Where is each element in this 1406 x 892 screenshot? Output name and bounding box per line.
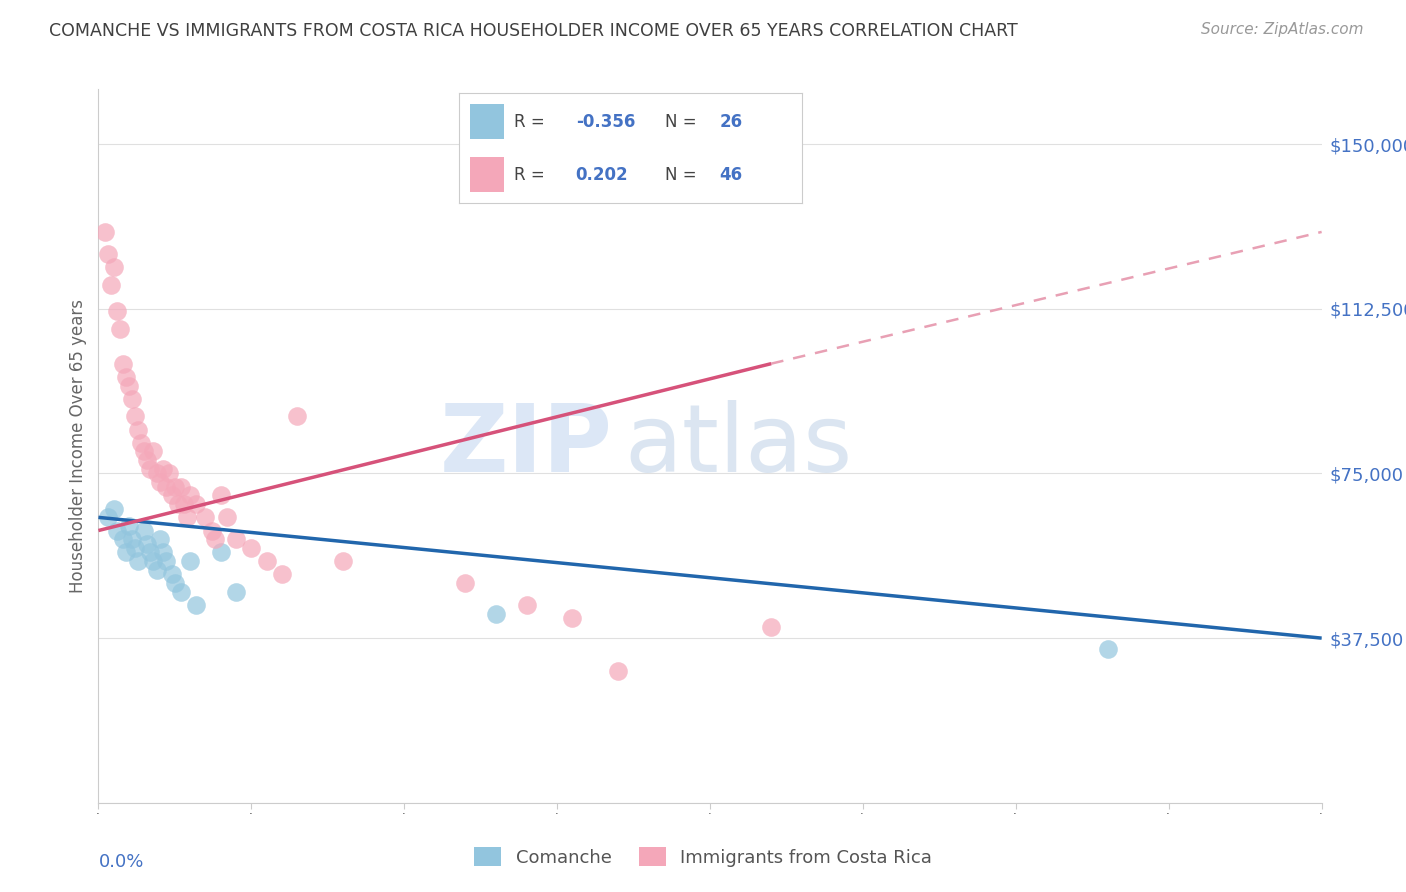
Point: [115, 545, 138, 559]
Point: [186, 598, 208, 612]
Point: [215, 510, 238, 524]
Point: [97, 510, 120, 524]
Legend: Comanche, Immigrants from Costa Rica: Comanche, Immigrants from Costa Rica: [467, 840, 939, 874]
Point: [256, 554, 278, 568]
Point: [97, 247, 120, 261]
Point: [561, 611, 583, 625]
Point: [167, 497, 190, 511]
Point: [163, 576, 186, 591]
Point: [118, 519, 141, 533]
Point: [332, 554, 354, 568]
Point: [186, 497, 208, 511]
Point: [170, 480, 193, 494]
Point: [157, 467, 180, 481]
Point: [124, 541, 146, 555]
Point: [225, 585, 247, 599]
Point: [607, 664, 630, 678]
Point: [160, 488, 183, 502]
Point: [115, 369, 138, 384]
Point: [176, 510, 198, 524]
Point: [204, 533, 226, 547]
Point: [225, 533, 247, 547]
Point: [759, 620, 782, 634]
Point: [149, 533, 172, 547]
Point: [111, 533, 134, 547]
Point: [121, 533, 143, 547]
Point: [149, 475, 172, 490]
Text: Source: ZipAtlas.com: Source: ZipAtlas.com: [1201, 22, 1364, 37]
Point: [516, 598, 538, 612]
Point: [285, 409, 308, 424]
Point: [136, 537, 159, 551]
Point: [127, 554, 149, 568]
Point: [155, 480, 177, 494]
Point: [134, 444, 156, 458]
Point: [485, 607, 508, 621]
Point: [170, 585, 193, 599]
Point: [454, 576, 477, 591]
Point: [136, 453, 159, 467]
Point: [152, 545, 174, 559]
Point: [124, 409, 146, 424]
Text: atlas: atlas: [624, 400, 852, 492]
Point: [105, 524, 128, 538]
Text: ZIP: ZIP: [439, 400, 612, 492]
Point: [163, 480, 186, 494]
Point: [142, 444, 165, 458]
Point: [209, 488, 232, 502]
Point: [103, 260, 125, 274]
Point: [155, 554, 177, 568]
Y-axis label: Householder Income Over 65 years: Householder Income Over 65 years: [69, 299, 87, 593]
Text: COMANCHE VS IMMIGRANTS FROM COSTA RICA HOUSEHOLDER INCOME OVER 65 YEARS CORRELAT: COMANCHE VS IMMIGRANTS FROM COSTA RICA H…: [49, 22, 1018, 40]
Point: [179, 488, 201, 502]
Point: [105, 304, 128, 318]
Point: [145, 563, 167, 577]
Point: [100, 277, 122, 292]
Point: [145, 467, 167, 481]
Point: [173, 497, 195, 511]
Point: [118, 378, 141, 392]
Point: [1097, 642, 1119, 657]
Point: [129, 435, 152, 450]
Point: [93, 225, 115, 239]
Point: [194, 510, 217, 524]
Point: [200, 524, 222, 538]
Point: [240, 541, 263, 555]
Point: [121, 392, 143, 406]
Point: [139, 462, 162, 476]
Point: [108, 321, 131, 335]
Point: [111, 357, 134, 371]
Point: [152, 462, 174, 476]
Point: [160, 567, 183, 582]
Point: [103, 501, 125, 516]
Point: [127, 423, 149, 437]
Point: [134, 524, 156, 538]
Point: [139, 545, 162, 559]
Point: [142, 554, 165, 568]
Text: 0.0%: 0.0%: [98, 853, 143, 871]
Point: [179, 554, 201, 568]
Point: [270, 567, 292, 582]
Point: [209, 545, 232, 559]
